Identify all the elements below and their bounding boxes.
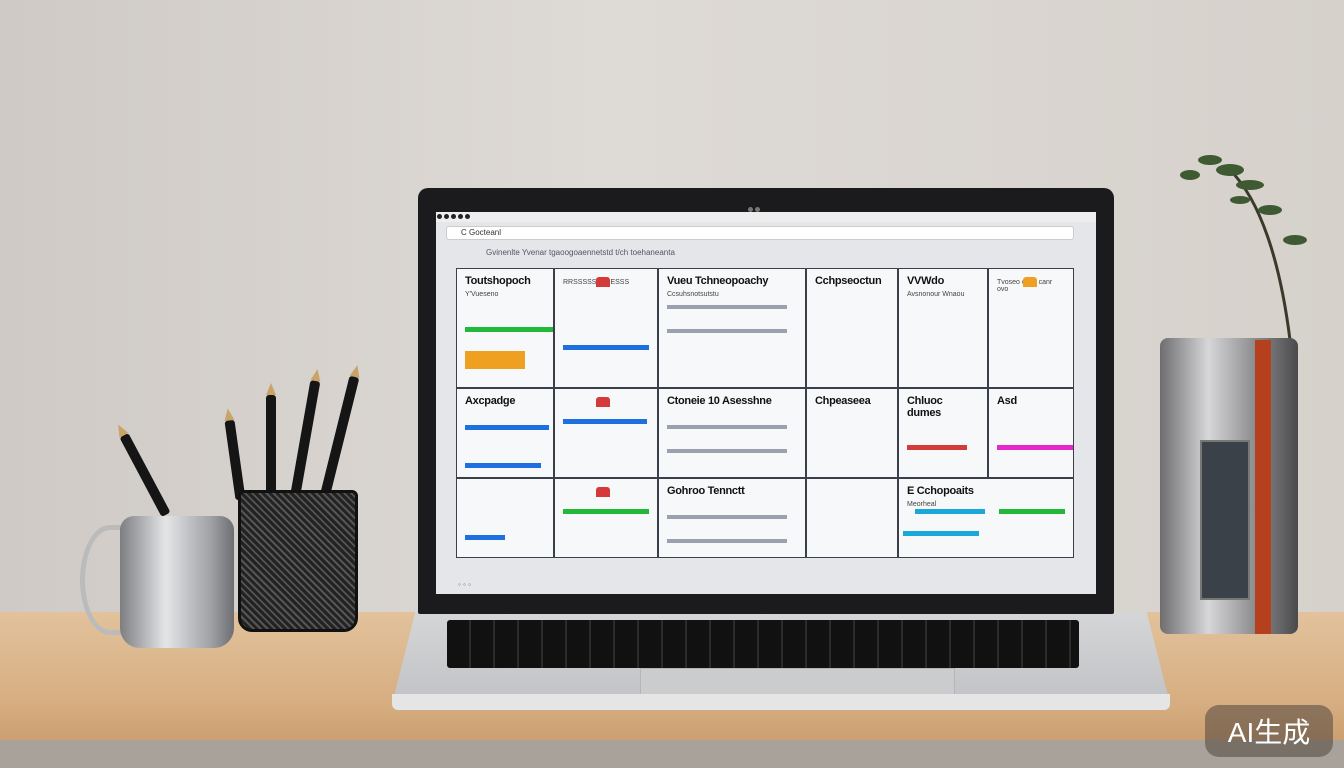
touchpad[interactable] — [640, 668, 955, 695]
progress-bar — [915, 509, 985, 514]
card-title: Asd — [997, 395, 1017, 407]
progress-bar — [465, 425, 549, 430]
pencil — [320, 375, 360, 495]
dashboard-card[interactable]: VVWdo Avsnonour Wnaou — [898, 268, 988, 388]
card-title: Axcpadge — [465, 395, 516, 407]
text-line — [667, 539, 787, 543]
card-title: Chluoc dumes — [907, 395, 943, 419]
card-title: VVWdo — [907, 275, 944, 287]
address-bar[interactable]: C Gocteanl — [446, 226, 1074, 240]
desk-edge — [0, 740, 1344, 768]
nav-text: Gvinenlte Yvenar tgaoogoaennetstd t/ch t… — [486, 248, 675, 257]
laptop-screen: C Gocteanl Gvinenlte Yvenar tgaoogoaenne… — [436, 212, 1096, 594]
status-icons: ◦ ◦ ◦ — [458, 580, 471, 589]
mug — [120, 516, 234, 648]
dashboard-card[interactable]: E Cchopoaits Meorheal — [898, 478, 1074, 558]
progress-bar — [907, 445, 967, 450]
text-line — [667, 329, 787, 333]
progress-bar — [465, 535, 505, 540]
progress-bar — [997, 445, 1073, 450]
card-title: Ctoneie 10 Asesshne — [667, 395, 772, 407]
pencil — [266, 383, 276, 500]
card-subtitle: Meorheal — [907, 501, 937, 508]
progress-bar — [563, 509, 649, 514]
dashboard-card[interactable]: Gohroo Tennctt — [658, 478, 806, 558]
text-line — [667, 515, 787, 519]
webcam-icon — [748, 199, 762, 212]
progress-bar — [999, 509, 1065, 514]
progress-bar — [563, 419, 647, 424]
dashboard-card[interactable]: Toutshopoch Y'Vueseno — [456, 268, 554, 388]
card-title: Chpeaseea — [815, 395, 871, 407]
dashboard-card[interactable]: Axcpadge — [456, 388, 554, 478]
progress-bar — [903, 531, 979, 536]
plant — [1180, 155, 1307, 340]
pen — [119, 432, 171, 518]
dashboard-card[interactable]: Vueu Tchneopoachy Ccsuhsnotsutstu — [658, 268, 806, 388]
card-subtitle: Y'Vueseno — [465, 291, 499, 298]
dashboard-card[interactable]: Ctoneie 10 Asesshne — [658, 388, 806, 478]
card-subtitle: Avsnonour Wnaou — [907, 291, 965, 298]
pen-cup — [238, 490, 358, 632]
progress-bar — [563, 345, 649, 350]
canister-stripe — [1255, 340, 1271, 634]
card-title: Vueu Tchneopoachy — [667, 275, 769, 287]
dashboard-card[interactable] — [554, 478, 658, 558]
dashboard-card[interactable]: RRSSSSSSESESSS — [554, 268, 658, 388]
card-title: E Cchopoaits — [907, 485, 974, 497]
text-line — [667, 449, 787, 453]
text-line — [667, 425, 787, 429]
dashboard-card[interactable]: Asd — [988, 388, 1074, 478]
text-line — [667, 305, 787, 309]
pencil — [224, 419, 246, 501]
progress-bar — [465, 351, 525, 369]
card-subtitle: Ccsuhsnotsutstu — [667, 291, 719, 298]
dashboard-card[interactable]: Tvoseo osse canr ovo — [988, 268, 1074, 388]
card-title: Gohroo Tennctt — [667, 485, 745, 497]
canister-label — [1200, 440, 1250, 600]
dashboard-card[interactable] — [806, 478, 898, 558]
pencil — [289, 380, 321, 500]
menu-bar — [436, 212, 1096, 222]
card-title: Cchpseoctun — [815, 275, 882, 287]
keyboard[interactable] — [447, 620, 1079, 668]
mug-handle — [80, 525, 140, 635]
watermark: AI生成 — [1205, 705, 1333, 757]
progress-bar — [465, 463, 541, 468]
dashboard-card[interactable]: Chpeaseea — [806, 388, 898, 478]
progress-bar — [465, 327, 553, 332]
card-icon — [1022, 277, 1037, 287]
dashboard-card[interactable] — [456, 478, 554, 558]
dashboard-card[interactable]: Cchpseoctun — [806, 268, 898, 388]
laptop-front — [392, 694, 1170, 710]
card-icon — [595, 487, 610, 497]
dashboard-card[interactable] — [554, 388, 658, 478]
dashboard-card[interactable]: Chluoc dumes — [898, 388, 988, 478]
card-title: Toutshopoch — [465, 275, 531, 287]
card-icon — [595, 277, 610, 287]
card-icon — [595, 397, 610, 407]
